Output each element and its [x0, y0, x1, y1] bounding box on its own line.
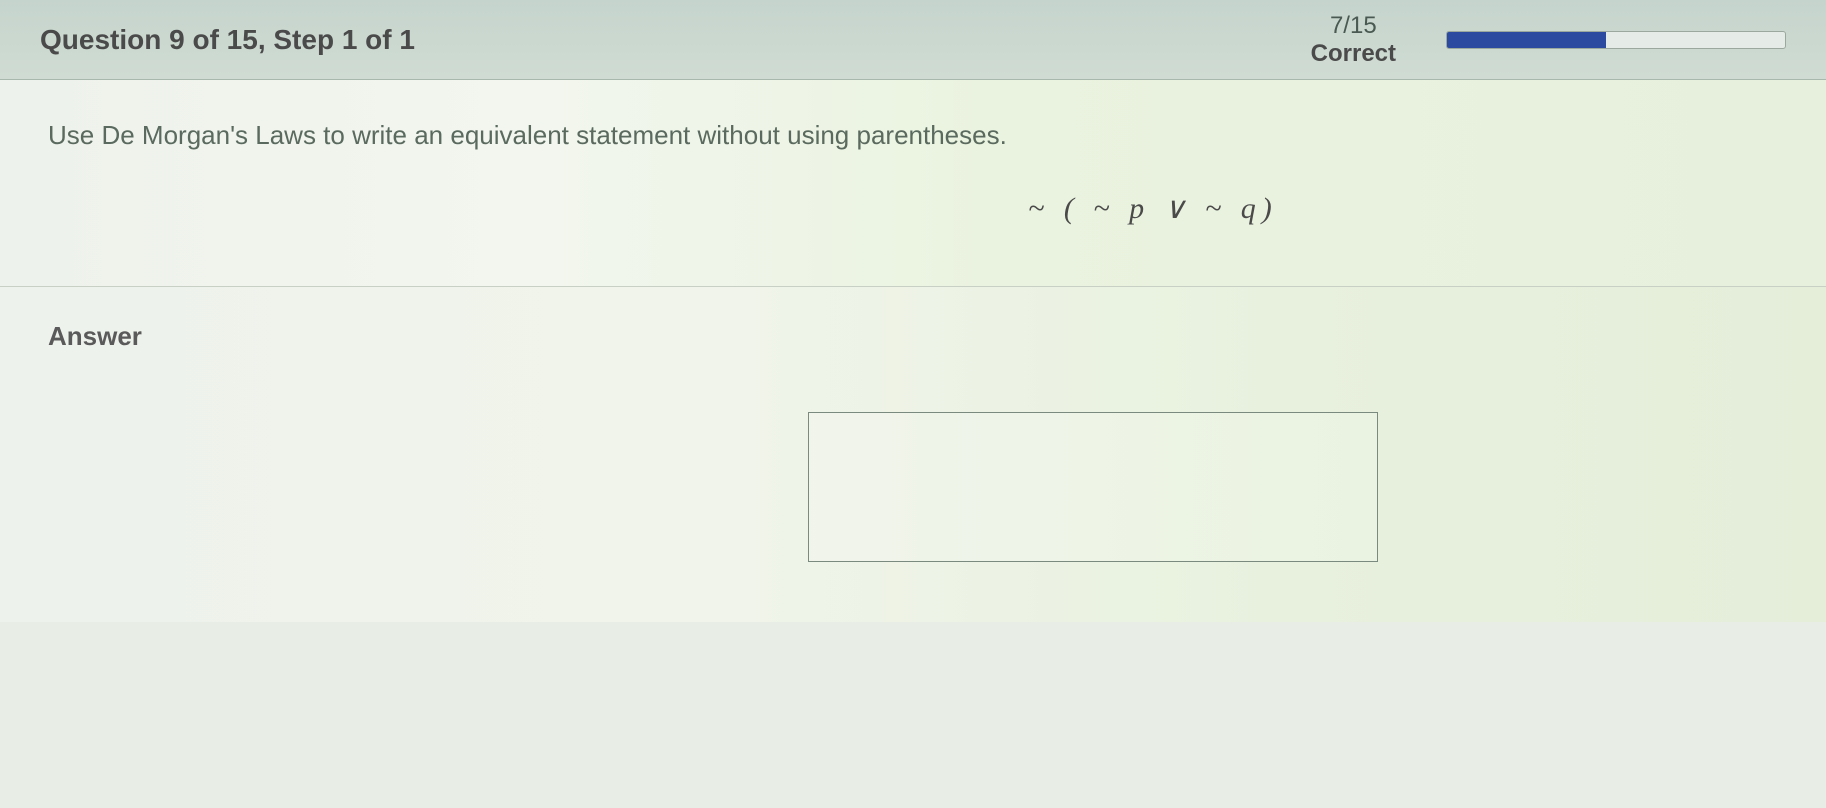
progress-fill: [1447, 32, 1606, 48]
question-title: Question 9 of 15, Step 1 of 1: [40, 24, 1281, 56]
question-content: Use De Morgan's Laws to write an equival…: [0, 80, 1826, 287]
answer-label: Answer: [48, 321, 1778, 352]
score-block: 7/15 Correct: [1281, 12, 1426, 68]
header-bar: Question 9 of 15, Step 1 of 1 7/15 Corre…: [0, 0, 1826, 80]
score-label: Correct: [1311, 40, 1396, 68]
answer-input-wrap: [408, 412, 1778, 562]
instruction-text: Use De Morgan's Laws to write an equival…: [48, 120, 1778, 151]
answer-section: Answer: [0, 287, 1826, 622]
score-value: 7/15: [1311, 12, 1396, 40]
progress-bar: [1446, 31, 1786, 49]
logic-expression: ~ ( ~ p ∨ ~ q): [528, 191, 1778, 256]
answer-input[interactable]: [808, 412, 1378, 562]
